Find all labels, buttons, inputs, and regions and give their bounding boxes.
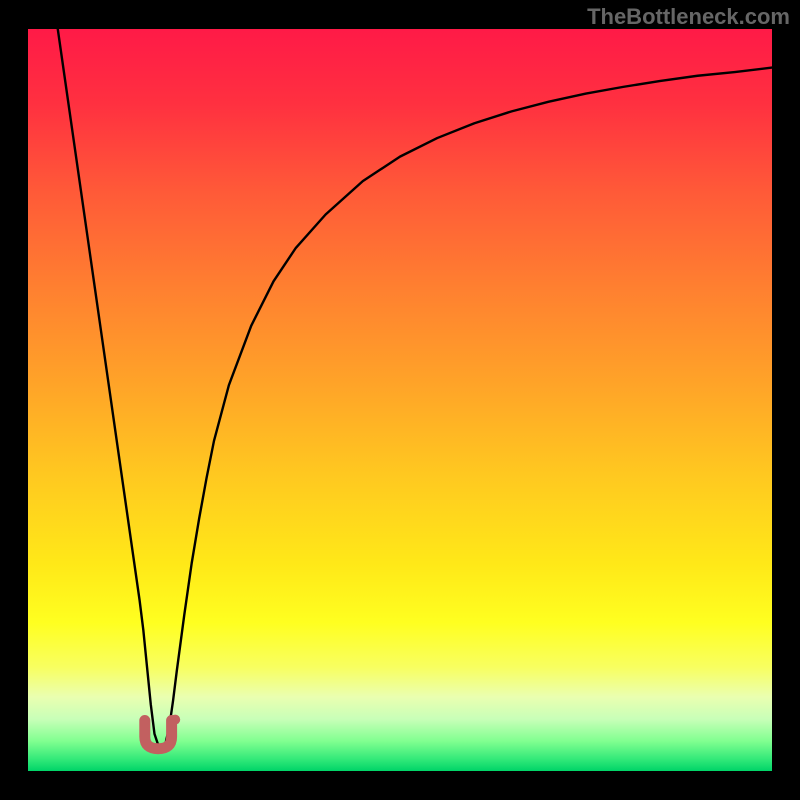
chart-container: TheBottleneck.com <box>0 0 800 800</box>
gradient-background <box>28 29 772 771</box>
watermark-text: TheBottleneck.com <box>587 4 790 30</box>
bottleneck-chart <box>28 29 772 771</box>
